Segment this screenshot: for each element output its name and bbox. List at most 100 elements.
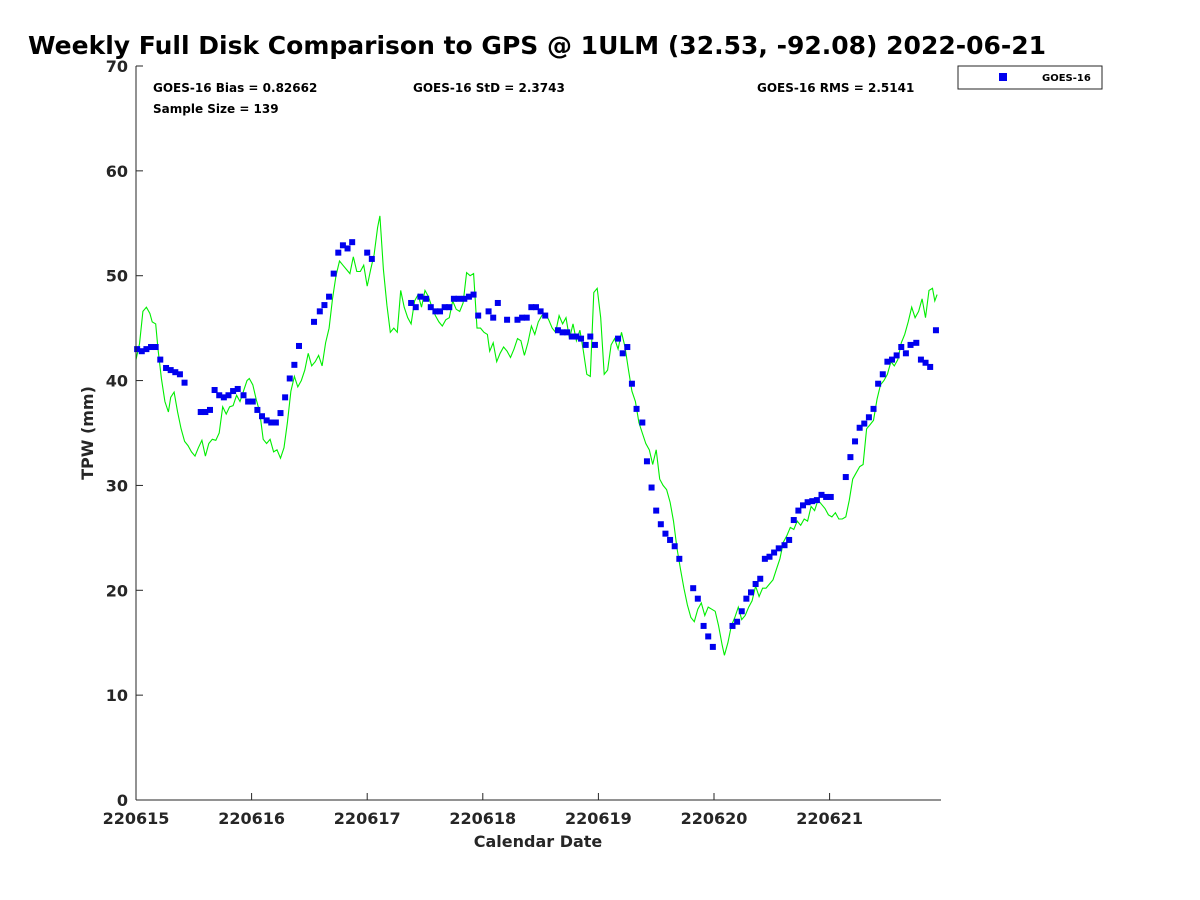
goes-point [587,333,594,340]
goes-point [591,341,598,348]
goes-point [519,314,526,321]
goes-point [709,643,716,650]
axes: 0 10 20 30 40 50 60 70 220615 220616 220617 220618… [103,57,941,828]
legend-box [957,65,1103,90]
goes-point [412,304,419,311]
goes-point [197,409,204,416]
goes-point [259,413,266,420]
goes-point [240,392,247,399]
goes-point [690,585,697,592]
goes-point [619,350,626,357]
goes-point [335,249,342,256]
goes-point [254,406,261,413]
goes-point [514,316,521,323]
goes-point [927,363,934,370]
gps-series [135,215,938,656]
goes-point [852,438,859,445]
goes-point [364,249,371,256]
goes-point [330,270,337,277]
goes-point [917,356,924,363]
goes-point [932,327,939,334]
goes-point [528,304,535,311]
goes-point [465,293,472,300]
goes-point [263,417,270,424]
legend-marker-goes [999,73,1007,81]
goes-point [705,633,712,640]
goes-point [743,595,750,602]
goes-point [624,344,631,351]
goes-point [494,299,501,306]
goes-point [176,371,183,378]
goes-point [752,580,759,587]
stat-sample-size: Sample Size = 139 [153,102,279,116]
goes-point [181,379,188,386]
goes-point [523,314,530,321]
goes-point [446,304,453,311]
goes-point [847,454,854,461]
y-axis-label: TPW (mm) [78,386,97,480]
goes-point [291,361,298,368]
goes-point [282,394,289,401]
x-tick-label: 220616 [218,809,285,828]
goes-point [633,405,640,412]
goes-point [568,333,575,340]
y-tick-label: 70 [106,57,128,76]
goes-point [143,346,150,353]
goes-point [729,622,736,629]
goes-point [216,392,223,399]
goes-point [167,367,174,374]
goes-point [564,329,571,336]
y-tick-label: 10 [106,686,128,705]
goes-point [842,474,849,481]
legend-label-goes: GOES-16 [1042,73,1091,84]
goes-point [879,371,886,378]
goes-point [559,329,566,336]
goes-point [790,517,797,524]
goes-point [295,342,302,349]
goes-point [134,346,141,353]
goes-point [662,530,669,537]
goes-point [461,295,468,302]
goes-point [245,398,252,405]
goes-point [408,299,415,306]
goes-point [432,308,439,315]
goes-point [423,295,430,302]
x-tick-label: 220615 [103,809,170,828]
goes-point [138,348,145,355]
y-tick-label: 30 [106,476,128,495]
goes-point [311,318,318,325]
goes-point [781,542,788,549]
goes-point [272,419,279,426]
goes-point [818,491,825,498]
x-tick-label: 220620 [681,809,748,828]
goes-point [766,553,773,560]
goes-point [913,339,920,346]
goes-point [220,394,227,401]
goes-point [504,316,511,323]
legend: GOES-16 [957,65,1103,90]
x-axis-label: Calendar Date [474,832,603,851]
goes-point [148,344,155,351]
goes-point [907,341,914,348]
goes-point [455,295,462,302]
goes-point [152,344,159,351]
goes-point [628,380,635,387]
goes-point [249,398,256,405]
goes-point [870,405,877,412]
goes-point [157,356,164,363]
goes-point [230,388,237,395]
stat-std: GOES-16 StD = 2.3743 [413,81,565,95]
y-tick-label: 50 [106,267,128,286]
goes-point [163,364,170,371]
goes-point [582,341,589,348]
goes-point [349,239,356,246]
goes-point [470,291,477,298]
goes-point [653,507,660,514]
goes-point [532,304,539,311]
goes-point [277,410,284,417]
stat-bias: GOES-16 Bias = 0.82662 [153,81,317,95]
goes-point [615,335,622,342]
goes-point [441,304,448,311]
